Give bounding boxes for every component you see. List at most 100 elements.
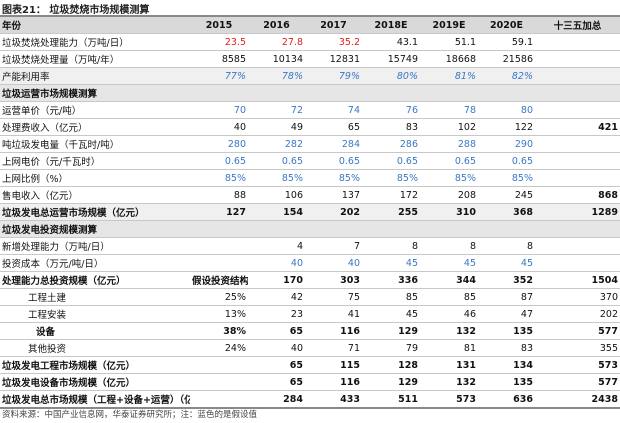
- cell: 2438: [535, 390, 620, 409]
- row-label: 垃圾发电工程市场规模（亿元）: [0, 356, 190, 374]
- cell: 255: [362, 203, 420, 221]
- cell: 70: [190, 101, 248, 119]
- column-header: 2020E: [478, 15, 535, 34]
- row-label: 处理能力总投资规模（亿元）: [0, 271, 190, 289]
- cell: 135: [478, 373, 535, 391]
- row-label: 其他投资: [0, 339, 190, 357]
- row-label: 垃圾发电总市场规模（工程+设备+运营）（亿元）: [0, 390, 190, 409]
- row-label: 上网电价（元/千瓦时）: [0, 152, 190, 170]
- cell: 87: [478, 288, 535, 306]
- cell: 83: [362, 118, 420, 136]
- cell: 433: [305, 390, 362, 409]
- column-header: 2018E: [362, 15, 420, 34]
- cell: 122: [478, 118, 535, 136]
- column-header: 2017: [305, 15, 362, 34]
- cell: 59.1: [478, 33, 535, 51]
- cell: 85%: [248, 169, 305, 187]
- cell: 8585: [190, 50, 248, 68]
- cell: 40: [248, 254, 305, 272]
- cell: 868: [535, 186, 620, 204]
- cell: 65: [248, 356, 305, 374]
- cell: 172: [362, 186, 420, 204]
- cell: 129: [362, 322, 420, 340]
- cell: 79%: [305, 67, 362, 85]
- cell: 46: [420, 305, 478, 323]
- row-label: 新增处理能力（万吨/日）: [0, 237, 190, 255]
- cell: 310: [420, 203, 478, 221]
- cell: 115: [305, 356, 362, 374]
- cell: 352: [478, 271, 535, 289]
- cell: 85%: [420, 169, 478, 187]
- cell: 51.1: [420, 33, 478, 51]
- cell: 77%: [190, 67, 248, 85]
- cell: [190, 254, 248, 272]
- cell: 45: [420, 254, 478, 272]
- cell: 85%: [305, 169, 362, 187]
- cell: 0.65: [305, 152, 362, 170]
- cell: 1289: [535, 203, 620, 221]
- cell: 41: [305, 305, 362, 323]
- cell: [535, 152, 620, 170]
- cell: 170: [248, 271, 305, 289]
- column-header: 十三五加总: [535, 15, 620, 34]
- section-row: 垃圾运营市场规模测算: [0, 84, 620, 102]
- cell: 35.2: [305, 33, 362, 51]
- column-header: 2019E: [420, 15, 478, 34]
- row-label: 垃圾焚烧处理能力（万吨/日）: [0, 33, 190, 51]
- cell: 131: [420, 356, 478, 374]
- cell: 1504: [535, 271, 620, 289]
- cell: 65: [305, 118, 362, 136]
- row-label: 投资成本（万元/吨/日）: [0, 254, 190, 272]
- row-label: 运营单价（元/吨）: [0, 101, 190, 119]
- cell: [535, 237, 620, 255]
- cell: 303: [305, 271, 362, 289]
- column-header: 2015: [190, 15, 248, 34]
- cell: [190, 373, 248, 391]
- row-label: 上网比例（%）: [0, 169, 190, 187]
- cell: 45: [362, 254, 420, 272]
- cell: 85%: [362, 169, 420, 187]
- cell: 577: [535, 322, 620, 340]
- table-row: 处理能力总投资规模（亿元） 假设投资结构 170 303 336 344 352 1504: [0, 271, 620, 289]
- table-row: 设备 38% 65 116 129 132 135 577: [0, 322, 620, 340]
- section-label: 垃圾运营市场规模测算: [0, 84, 620, 102]
- cell: 40: [248, 339, 305, 357]
- cell: [190, 390, 248, 409]
- cell: 368: [478, 203, 535, 221]
- cell: 38%: [190, 322, 248, 340]
- cell: 336: [362, 271, 420, 289]
- cell: 81: [420, 339, 478, 357]
- cell: 0.65: [420, 152, 478, 170]
- cell: 0.65: [190, 152, 248, 170]
- cell: 8: [478, 237, 535, 255]
- cell: 83: [478, 339, 535, 357]
- cell: 88: [190, 186, 248, 204]
- cell: 82%: [478, 67, 535, 85]
- cell: 13%: [190, 305, 248, 323]
- cell: 132: [420, 373, 478, 391]
- table-row: 垃圾发电总运营市场规模（亿元） 127 154 202 255 310 368 1289: [0, 203, 620, 221]
- cell: [535, 101, 620, 119]
- cell: 116: [305, 322, 362, 340]
- table-row: 处理费收入（亿元） 40 49 65 83 102 122 421: [0, 118, 620, 136]
- table-row: 吨垃圾发电量（千瓦时/吨） 280 282 284 286 288 290: [0, 135, 620, 153]
- cell: 284: [248, 390, 305, 409]
- cell: 85%: [190, 169, 248, 187]
- cell: 65: [248, 322, 305, 340]
- table-row: 上网电价（元/千瓦时） 0.65 0.65 0.65 0.65 0.65 0.65: [0, 152, 620, 170]
- row-label: 处理费收入（亿元）: [0, 118, 190, 136]
- row-label: 售电收入（亿元）: [0, 186, 190, 204]
- cell: 4: [248, 237, 305, 255]
- cell: 0.65: [362, 152, 420, 170]
- cell: 假设投资结构: [190, 271, 248, 289]
- cell: 49: [248, 118, 305, 136]
- source-note: 资料来源：中国产业信息网，华泰证券研究所；注：蓝色的是假设值: [2, 410, 258, 420]
- cell: 573: [420, 390, 478, 409]
- table-row: 售电收入（亿元） 88 106 137 172 208 245 868: [0, 186, 620, 204]
- table-row: 工程土建 25% 42 75 85 85 87 370: [0, 288, 620, 306]
- cell: [190, 237, 248, 255]
- cell: 116: [305, 373, 362, 391]
- cell: 129: [362, 373, 420, 391]
- section-label: 垃圾发电投资规模测算: [0, 220, 620, 238]
- cell: 355: [535, 339, 620, 357]
